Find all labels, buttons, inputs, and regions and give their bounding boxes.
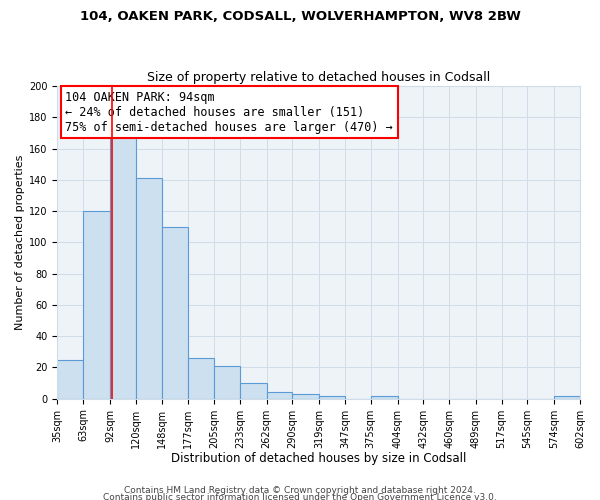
Text: 104 OAKEN PARK: 94sqm
← 24% of detached houses are smaller (151)
75% of semi-det: 104 OAKEN PARK: 94sqm ← 24% of detached … <box>65 90 393 134</box>
Bar <box>188 358 214 399</box>
Bar <box>214 366 240 398</box>
Bar <box>292 394 319 398</box>
Bar <box>319 396 345 398</box>
Bar <box>83 211 110 398</box>
Text: Contains HM Land Registry data © Crown copyright and database right 2024.: Contains HM Land Registry data © Crown c… <box>124 486 476 495</box>
Bar <box>371 396 398 398</box>
Bar <box>161 227 188 398</box>
Bar <box>58 360 83 399</box>
Text: 104, OAKEN PARK, CODSALL, WOLVERHAMPTON, WV8 2BW: 104, OAKEN PARK, CODSALL, WOLVERHAMPTON,… <box>80 10 520 23</box>
X-axis label: Distribution of detached houses by size in Codsall: Distribution of detached houses by size … <box>171 452 466 465</box>
Bar <box>136 178 161 398</box>
Bar <box>266 392 292 398</box>
Text: Contains public sector information licensed under the Open Government Licence v3: Contains public sector information licen… <box>103 494 497 500</box>
Title: Size of property relative to detached houses in Codsall: Size of property relative to detached ho… <box>147 70 490 84</box>
Bar <box>240 383 266 398</box>
Bar <box>554 396 580 398</box>
Y-axis label: Number of detached properties: Number of detached properties <box>15 154 25 330</box>
Bar <box>110 136 136 398</box>
